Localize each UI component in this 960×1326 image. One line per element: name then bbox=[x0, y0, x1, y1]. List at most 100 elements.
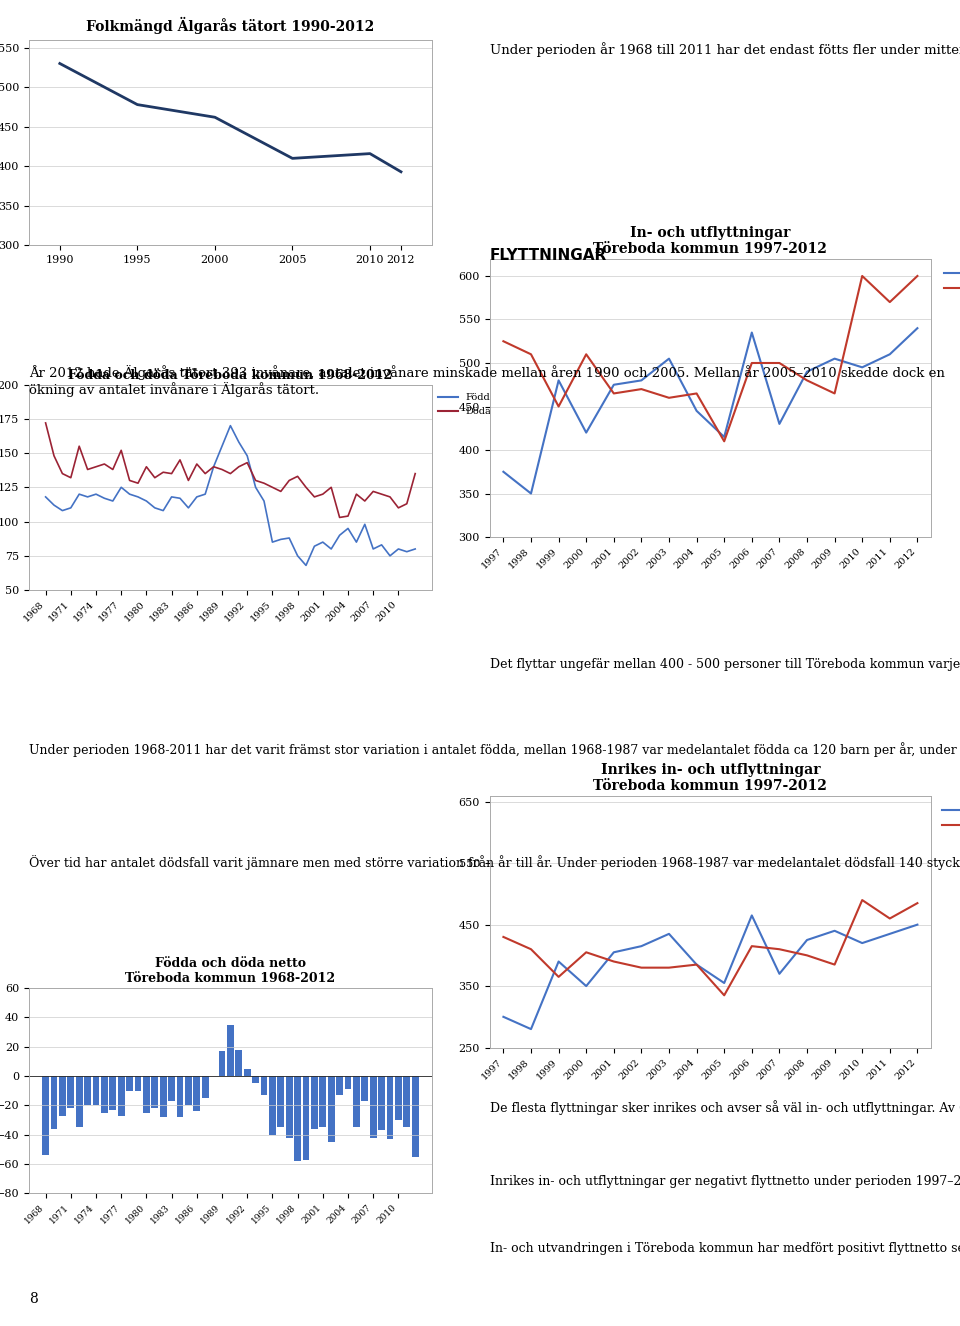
Födda bbox=[258, 493, 270, 509]
Döda bbox=[242, 455, 253, 471]
Utflyttade bbox=[856, 268, 868, 284]
Födda bbox=[157, 503, 169, 518]
Line: Inrikes utflyttning: Inrikes utflyttning bbox=[503, 900, 918, 996]
Inrikes utflyttning bbox=[828, 956, 840, 972]
Bar bbox=[143, 1075, 150, 1113]
Födda bbox=[283, 530, 295, 546]
Bar bbox=[202, 1075, 208, 1098]
Födda bbox=[384, 548, 396, 564]
Bar bbox=[219, 1052, 226, 1075]
Inrikes inflyttning bbox=[691, 956, 703, 972]
Födda bbox=[410, 541, 421, 557]
Födda bbox=[309, 538, 321, 554]
Döda bbox=[108, 461, 119, 477]
Döda bbox=[57, 465, 68, 481]
Döda bbox=[325, 479, 337, 495]
Inflyttade bbox=[884, 346, 896, 362]
Line: Inrikes inflyttning: Inrikes inflyttning bbox=[503, 915, 918, 1029]
Utflyttade bbox=[718, 434, 730, 450]
Födda bbox=[175, 491, 186, 507]
Title: Inrikes in- och utflyttningar
Töreboda kommun 1997-2012: Inrikes in- och utflyttningar Töreboda k… bbox=[593, 762, 828, 793]
Inrikes inflyttning bbox=[774, 965, 785, 981]
Utflyttade bbox=[746, 355, 757, 371]
Inflyttade bbox=[912, 321, 924, 337]
Födda bbox=[242, 448, 253, 464]
Födda bbox=[368, 541, 379, 557]
Utflyttade bbox=[691, 386, 703, 402]
Legend: Födda, Döda: Födda, Döda bbox=[434, 390, 500, 420]
Bar bbox=[412, 1075, 419, 1156]
Text: Under perioden 1968-2011 har det varit främst stor variation i antalet födda, me: Under perioden 1968-2011 har det varit f… bbox=[29, 743, 960, 757]
Födda bbox=[401, 544, 413, 560]
Utflyttade bbox=[912, 268, 924, 284]
Döda bbox=[200, 465, 211, 481]
Bar bbox=[228, 1025, 234, 1075]
Bar bbox=[244, 1069, 251, 1075]
Döda bbox=[276, 484, 287, 500]
Döda bbox=[74, 438, 85, 453]
Bar bbox=[51, 1075, 58, 1128]
Döda bbox=[124, 472, 135, 488]
Döda bbox=[317, 487, 328, 503]
Döda bbox=[48, 448, 60, 464]
Döda bbox=[99, 456, 110, 472]
Bar bbox=[185, 1075, 192, 1106]
Line: Utflyttade: Utflyttade bbox=[503, 276, 918, 442]
Inrikes utflyttning bbox=[718, 988, 730, 1004]
Inrikes utflyttning bbox=[525, 941, 537, 957]
Bar bbox=[269, 1075, 276, 1135]
Födda bbox=[57, 503, 68, 518]
Döda bbox=[283, 472, 295, 488]
Födda bbox=[267, 534, 278, 550]
Line: Födda: Födda bbox=[46, 426, 416, 565]
Text: Över tid har antalet dödsfall varit jämnare men med större variation från år til: Över tid har antalet dödsfall varit jämn… bbox=[29, 855, 960, 870]
Inflyttade bbox=[718, 430, 730, 446]
Döda bbox=[166, 465, 178, 481]
Födda bbox=[124, 487, 135, 503]
Döda bbox=[384, 489, 396, 505]
Inrikes utflyttning bbox=[746, 939, 757, 955]
Bar bbox=[67, 1075, 74, 1109]
Döda bbox=[267, 479, 278, 495]
Döda bbox=[82, 461, 93, 477]
Inflyttade bbox=[525, 485, 537, 501]
Inrikes inflyttning bbox=[746, 907, 757, 923]
Utflyttade bbox=[525, 346, 537, 362]
Döda bbox=[250, 472, 261, 488]
Döda bbox=[90, 459, 102, 475]
Födda bbox=[208, 459, 220, 475]
Title: Folkmängd Älgarås tätort 1990-2012: Folkmängd Älgarås tätort 1990-2012 bbox=[86, 17, 374, 34]
Födda bbox=[343, 520, 354, 536]
Inrikes utflyttning bbox=[553, 969, 564, 985]
Inrikes utflyttning bbox=[802, 947, 813, 963]
Inrikes inflyttning bbox=[497, 1009, 509, 1025]
Döda bbox=[350, 487, 362, 503]
Utflyttade bbox=[802, 373, 813, 389]
Inrikes utflyttning bbox=[663, 960, 675, 976]
Bar bbox=[311, 1075, 318, 1128]
Inflyttade bbox=[746, 325, 757, 341]
Inrikes utflyttning bbox=[691, 956, 703, 972]
Inflyttade bbox=[828, 350, 840, 366]
Födda bbox=[82, 489, 93, 505]
Bar bbox=[194, 1075, 201, 1111]
Bar bbox=[336, 1075, 343, 1095]
Födda bbox=[191, 489, 203, 505]
Döda bbox=[368, 484, 379, 500]
Inrikes inflyttning bbox=[828, 923, 840, 939]
Bar bbox=[353, 1075, 360, 1127]
Döda bbox=[141, 459, 153, 475]
Text: FLYTTNINGAR: FLYTTNINGAR bbox=[490, 248, 607, 263]
Legend: Inflyttade, Utflyttade: Inflyttade, Utflyttade bbox=[939, 264, 960, 298]
Bar bbox=[168, 1075, 175, 1101]
Födda bbox=[115, 479, 127, 495]
Födda bbox=[300, 557, 312, 573]
Inflyttade bbox=[553, 373, 564, 389]
Döda bbox=[40, 415, 52, 431]
Födda bbox=[216, 438, 228, 453]
Födda bbox=[90, 487, 102, 503]
Bar bbox=[134, 1075, 141, 1090]
Födda bbox=[99, 491, 110, 507]
Bar bbox=[261, 1075, 268, 1095]
Inrikes utflyttning bbox=[581, 944, 592, 960]
